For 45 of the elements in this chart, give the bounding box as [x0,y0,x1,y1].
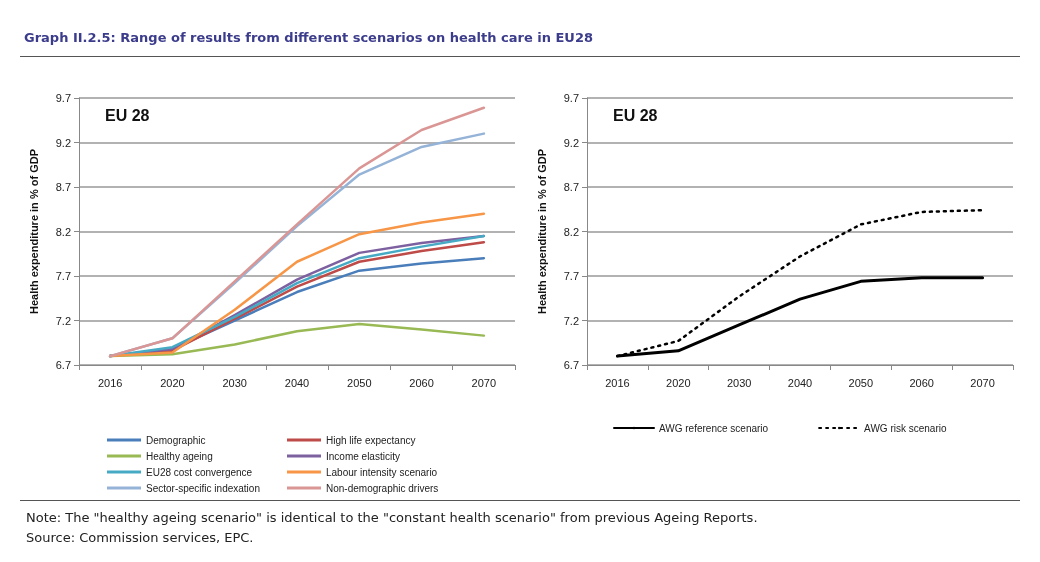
x-tick-label: 2016 [605,376,630,389]
x-tick-label: 2030 [222,376,247,389]
text: EU 28 [613,106,658,124]
y-tick-label: 9.2 [55,136,71,149]
x-tick-label: 2070 [471,376,497,389]
legend-label: EU28 cost convergence [146,466,253,478]
y-tick-label: 6.7 [563,359,579,371]
legend-label: Labour intensity scenario [326,466,438,478]
legend-label: Non-demographic drivers [326,482,439,494]
chart-title: Graph II.2.5: Range of results from different scenarios on health care in EU28 [24,30,594,45]
y-tick-label: 7.7 [563,270,579,282]
legend-label: Income elasticity [326,450,400,462]
y-tick-label: 8.7 [55,181,71,193]
x-tick-label: 2060 [909,376,934,389]
x-tick-label: 2040 [284,376,310,389]
y-axis-title: Health expenditure in % of GDP [27,148,40,315]
y-tick-label: 7.2 [55,314,71,327]
y-tick-label: 9.7 [563,92,579,104]
y-tick-label: 8.2 [55,225,71,238]
x-tick-label: 2040 [787,376,813,389]
legend-label: Healthy ageing [146,450,213,462]
text: EU 28 [105,106,150,124]
y-axis-title: Health expenditure in % of GDP [535,148,548,315]
x-tick-label: 2050 [347,376,372,389]
y-tick-label: 7.7 [55,270,71,282]
source-note: Source: Commission services, EPC. [26,529,255,547]
text: Note: The "healthy ageing scenario" is identical to the "constant health scenario" from previous Ageing Reports. [26,509,758,527]
legend-label: AWG reference scenario [659,422,769,434]
y-tick-label: 8.7 [563,181,579,193]
x-tick-label: 2020 [666,376,691,389]
y-tick-label: 9.2 [563,136,579,149]
legend-label: Sector-specific indexation [146,482,260,494]
legend-label: AWG risk scenario [864,422,947,434]
x-tick-label: 2030 [726,376,752,389]
y-tick-label: 6.7 [55,359,71,371]
x-tick-label: 2060 [409,376,434,389]
x-tick-label: 2016 [97,376,123,389]
x-tick-label: 2050 [848,376,874,389]
x-tick-label: 2020 [160,376,185,389]
y-tick-label: 8.2 [563,225,579,238]
legend-label: High life expectancy [326,434,416,446]
y-tick-label: 9.7 [55,92,71,104]
x-tick-label: 2070 [970,376,995,389]
legend-label: Demographic [146,434,206,446]
y-tick-label: 7.2 [563,314,579,327]
